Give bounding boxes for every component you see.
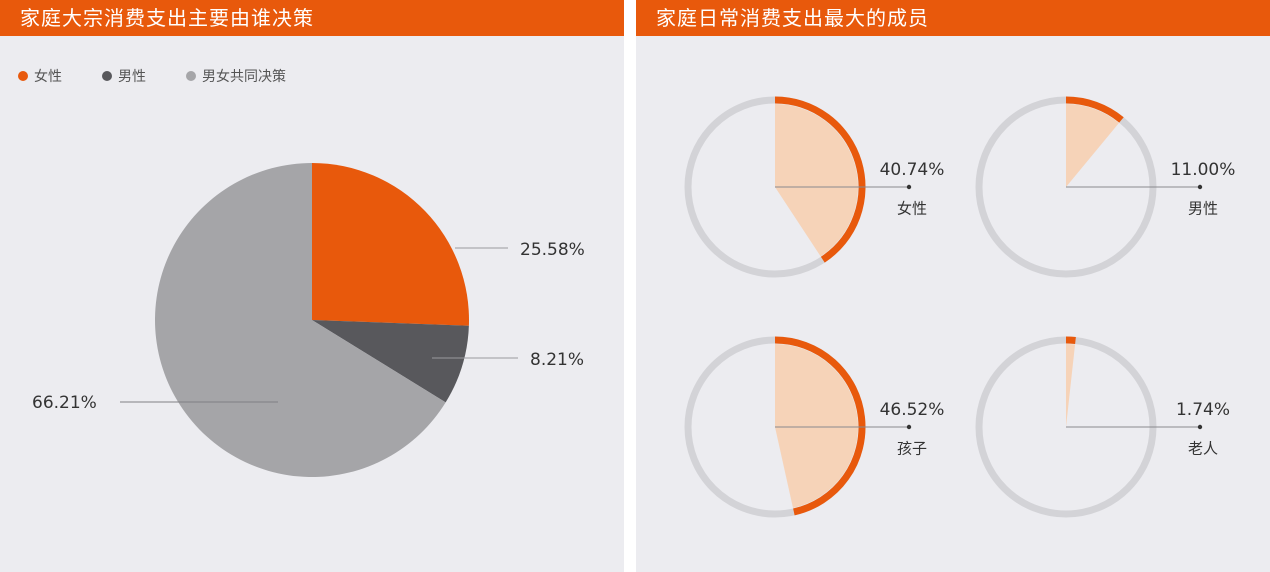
ring-pie-female: 40.74% 女性 <box>684 96 945 278</box>
pie-slice-male <box>312 320 469 403</box>
legend-label-joint: 男女共同决策 <box>202 69 286 85</box>
ring-label-child: 孩子 <box>897 440 927 458</box>
ring-pie-child: 46.52% 孩子 <box>684 336 945 518</box>
legend: 女性 男性 男女共同决策 <box>18 66 286 86</box>
ring-label-elder: 老人 <box>1188 440 1218 458</box>
ring-arc-elder <box>1065 336 1076 345</box>
ring-leader-dot-male <box>1197 184 1203 190</box>
ring-value-elder: 1.74% <box>1176 400 1230 420</box>
right-chart-title: 家庭日常消费支出最大的成员 <box>636 0 1270 36</box>
left-panel: 家庭大宗消费支出主要由谁决策 女性 男性 男女共同决策 25.58% 8.21% 6… <box>0 0 624 572</box>
ring-value-child: 46.52% <box>880 400 945 420</box>
ring-fill-elder <box>1066 344 1076 427</box>
legend-item-joint: 男女共同决策 <box>186 66 286 86</box>
data-label-female: 25.58% <box>520 240 585 260</box>
pie-slice-female <box>312 163 469 326</box>
ring-arc-female <box>774 96 866 263</box>
ring-arc-child <box>774 336 866 516</box>
data-label-male: 8.21% <box>530 350 584 370</box>
left-chart-title: 家庭大宗消费支出主要由谁决策 <box>0 0 624 36</box>
legend-dot-joint <box>186 71 196 81</box>
ring-pie-male: 11.00% 男性 <box>975 96 1236 278</box>
big-pie-chart: 25.58% 8.21% 66.21% <box>32 163 585 478</box>
legend-dot-female <box>18 71 28 81</box>
ring-label-female: 女性 <box>897 200 927 218</box>
ring-leader-dot-elder <box>1197 424 1203 430</box>
legend-label-female: 女性 <box>34 69 62 85</box>
small-pies-chart: 40.74% 女性 11.00% 男性 46.52% 孩子 1.74% 老人 <box>684 96 1236 518</box>
ring-value-male: 11.00% <box>1171 160 1236 180</box>
ring-leader-dot-child <box>906 424 912 430</box>
ring-fill-male <box>1066 104 1119 187</box>
legend-item-male: 男性 <box>102 66 146 86</box>
pie-slice-joint <box>155 163 446 478</box>
data-label-joint: 66.21% <box>32 393 97 413</box>
legend-label-male: 男性 <box>118 69 146 85</box>
right-panel: 家庭日常消费支出最大的成员 40.74% 女性 11.00% 男性 46.52% 孩子 1.… <box>636 0 1270 572</box>
ring-label-male: 男性 <box>1188 200 1218 218</box>
ring-value-female: 40.74% <box>880 160 945 180</box>
ring-fill-child <box>775 344 858 509</box>
ring-arc-male <box>1065 96 1124 123</box>
ring-pie-elder: 1.74% 老人 <box>975 336 1230 518</box>
ring-fill-female <box>775 104 858 257</box>
legend-dot-male <box>102 71 112 81</box>
ring-leader-dot-female <box>906 184 912 190</box>
legend-item-female: 女性 <box>18 66 62 86</box>
